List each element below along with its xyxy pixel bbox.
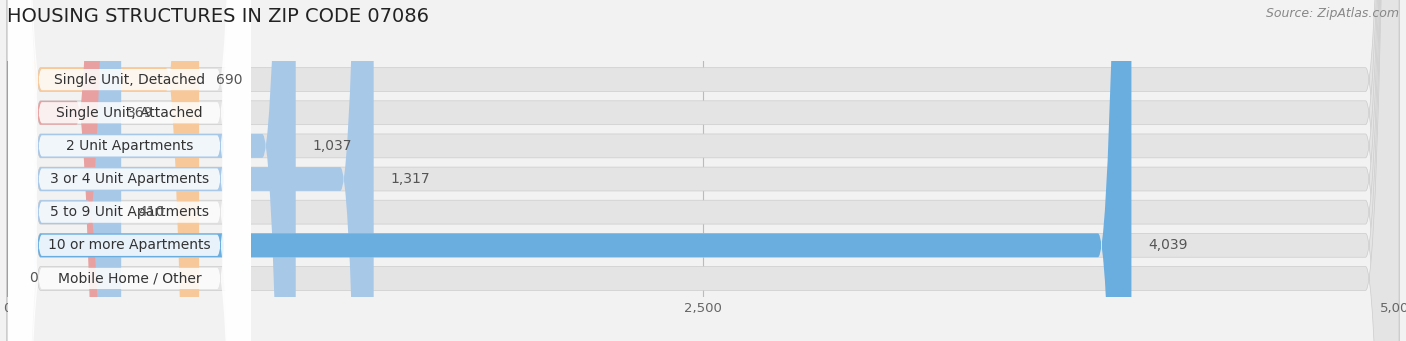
Text: Source: ZipAtlas.com: Source: ZipAtlas.com bbox=[1265, 7, 1399, 20]
FancyBboxPatch shape bbox=[7, 0, 1399, 341]
Text: 5 to 9 Unit Apartments: 5 to 9 Unit Apartments bbox=[51, 205, 209, 219]
Text: 4,039: 4,039 bbox=[1149, 238, 1188, 252]
Text: 0: 0 bbox=[30, 271, 38, 285]
FancyBboxPatch shape bbox=[7, 0, 121, 341]
FancyBboxPatch shape bbox=[7, 0, 110, 341]
Text: 3 or 4 Unit Apartments: 3 or 4 Unit Apartments bbox=[51, 172, 209, 186]
FancyBboxPatch shape bbox=[7, 0, 1399, 341]
FancyBboxPatch shape bbox=[8, 0, 250, 341]
FancyBboxPatch shape bbox=[8, 0, 250, 341]
FancyBboxPatch shape bbox=[7, 0, 1399, 341]
FancyBboxPatch shape bbox=[7, 0, 1399, 341]
FancyBboxPatch shape bbox=[8, 0, 250, 341]
Text: 2 Unit Apartments: 2 Unit Apartments bbox=[66, 139, 193, 153]
FancyBboxPatch shape bbox=[7, 0, 1132, 341]
FancyBboxPatch shape bbox=[7, 0, 1399, 341]
Text: 690: 690 bbox=[217, 73, 242, 87]
Text: Mobile Home / Other: Mobile Home / Other bbox=[58, 271, 201, 285]
Text: 1,037: 1,037 bbox=[312, 139, 352, 153]
Text: HOUSING STRUCTURES IN ZIP CODE 07086: HOUSING STRUCTURES IN ZIP CODE 07086 bbox=[7, 7, 429, 26]
FancyBboxPatch shape bbox=[8, 0, 250, 341]
Text: 10 or more Apartments: 10 or more Apartments bbox=[48, 238, 211, 252]
Text: Single Unit, Attached: Single Unit, Attached bbox=[56, 106, 202, 120]
FancyBboxPatch shape bbox=[8, 0, 250, 341]
FancyBboxPatch shape bbox=[7, 0, 1399, 341]
FancyBboxPatch shape bbox=[7, 0, 374, 341]
FancyBboxPatch shape bbox=[7, 0, 200, 341]
Text: Single Unit, Detached: Single Unit, Detached bbox=[53, 73, 205, 87]
FancyBboxPatch shape bbox=[8, 0, 250, 341]
FancyBboxPatch shape bbox=[7, 0, 295, 341]
Text: 410: 410 bbox=[138, 205, 165, 219]
FancyBboxPatch shape bbox=[7, 0, 1399, 341]
Text: 1,317: 1,317 bbox=[391, 172, 430, 186]
FancyBboxPatch shape bbox=[8, 0, 250, 341]
Text: 369: 369 bbox=[127, 106, 153, 120]
